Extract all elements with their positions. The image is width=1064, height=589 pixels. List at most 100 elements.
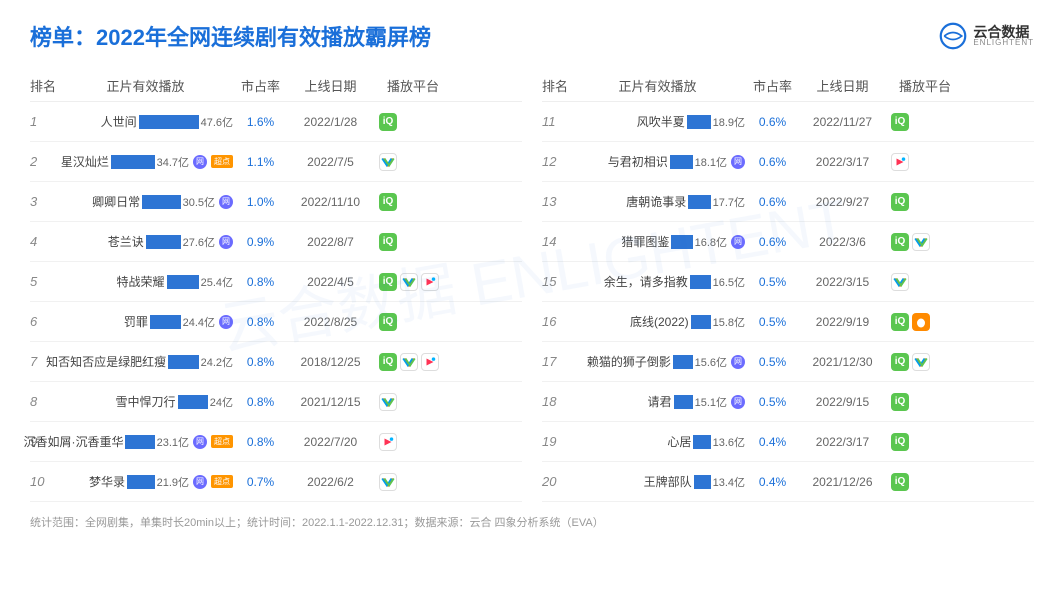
table-row: 10 梦华录 21.9亿 网超点 0.7% 2022/6/2 (30, 462, 522, 502)
rank-cell: 1 (30, 114, 58, 129)
rank-cell: 20 (542, 474, 570, 489)
show-name: 沉香如屑·沉香重华 (23, 433, 123, 450)
footer-note: 统计范围：全网剧集，单集时长20min以上；统计时间：2022.1.1-2022… (30, 514, 1034, 530)
rank-cell: 6 (30, 314, 58, 329)
value-label: 16.5亿 (713, 274, 745, 290)
exclusive-badge: 网 (219, 235, 233, 249)
exclusive-badge: 网 (193, 475, 207, 489)
share-cell: 0.8% (233, 315, 288, 329)
show-name: 与君初相识 (608, 153, 668, 170)
rank-cell: 10 (30, 474, 58, 489)
bar-wrap: 18.9亿 (687, 114, 745, 130)
value-label: 15.8亿 (713, 314, 745, 330)
name-cell: 唐朝诡事录 17.7亿 (570, 193, 745, 210)
name-cell: 底线(2022) 15.8亿 (570, 313, 745, 330)
exclusive-badge: 网 (219, 315, 233, 329)
exclusive-badge: 网 (731, 355, 745, 369)
value-label: 18.9亿 (713, 114, 745, 130)
page-title: 榜单：2022年全网连续剧有效播放霸屏榜 (30, 20, 431, 52)
th-share: 市占率 (233, 76, 288, 95)
th-date: 上线日期 (288, 76, 373, 95)
rank-cell: 19 (542, 434, 570, 449)
exclusive-badge: 网 (731, 395, 745, 409)
left-column: 排名 正片有效播放 市占率 上线日期 播放平台 1 人世间 47.6亿 1.6%… (30, 70, 522, 502)
share-cell: 1.1% (233, 155, 288, 169)
logo-cn: 云合数据 (973, 25, 1034, 39)
name-cell: 知否知否应是绿肥红瘦 24.2亿 (58, 353, 233, 370)
date-cell: 2022/3/15 (800, 275, 885, 289)
share-cell: 0.5% (745, 395, 800, 409)
rows-left: 1 人世间 47.6亿 1.6% 2022/1/28 iQ 2 星汉灿烂 34.… (30, 102, 522, 502)
name-cell: 星汉灿烂 34.7亿 网超点 (58, 153, 233, 170)
date-cell: 2022/9/19 (800, 315, 885, 329)
iqiyi-icon: iQ (379, 313, 397, 331)
platforms-cell: iQ (373, 313, 453, 331)
share-cell: 0.5% (745, 315, 800, 329)
tencent-icon (891, 273, 909, 291)
bar-wrap: 13.4亿 (694, 474, 745, 490)
show-name: 苍兰诀 (108, 233, 144, 250)
th-rank: 排名 (542, 76, 570, 95)
bar (693, 435, 710, 449)
table-row: 12 与君初相识 18.1亿 网 0.6% 2022/3/17 (542, 142, 1034, 182)
table-row: 16 底线(2022) 15.8亿 0.5% 2022/9/19 iQ (542, 302, 1034, 342)
bar-wrap: 47.6亿 (139, 114, 233, 130)
name-cell: 人世间 47.6亿 (58, 113, 233, 130)
name-cell: 猎罪图鉴 16.8亿 网 (570, 233, 745, 250)
show-name: 风吹半夏 (637, 113, 685, 130)
bar (178, 395, 208, 409)
bar (127, 475, 155, 489)
bar-wrap: 21.9亿 网超点 (127, 474, 233, 490)
columns: 排名 正片有效播放 市占率 上线日期 播放平台 1 人世间 47.6亿 1.6%… (30, 70, 1034, 502)
name-cell: 特战荣耀 25.4亿 (58, 273, 233, 290)
platforms-cell: iQ (885, 393, 965, 411)
bar (167, 275, 199, 289)
header: 榜单：2022年全网连续剧有效播放霸屏榜 云合数据 ENLIGHTENT (30, 20, 1034, 52)
show-name: 特战荣耀 (117, 273, 165, 290)
tencent-icon (912, 353, 930, 371)
value-label: 17.7亿 (713, 194, 745, 210)
share-cell: 0.8% (233, 355, 288, 369)
rank-cell: 18 (542, 394, 570, 409)
show-name: 雪中悍刀行 (115, 393, 175, 410)
name-cell: 卿卿日常 30.5亿 网 (58, 193, 233, 210)
rank-cell: 16 (542, 314, 570, 329)
tencent-icon (400, 273, 418, 291)
show-name: 底线(2022) (630, 313, 689, 330)
name-cell: 王牌部队 13.4亿 (570, 473, 745, 490)
th-date: 上线日期 (800, 76, 885, 95)
show-name: 梦华录 (89, 473, 125, 490)
value-label: 25.4亿 (201, 274, 233, 290)
table-header: 排名 正片有效播放 市占率 上线日期 播放平台 (542, 70, 1034, 102)
bar (690, 275, 711, 289)
table-row: 5 特战荣耀 25.4亿 0.8% 2022/4/5 iQ (30, 262, 522, 302)
share-cell: 0.7% (233, 475, 288, 489)
platforms-cell: iQ (373, 353, 453, 371)
youku-icon (421, 273, 439, 291)
rank-cell: 15 (542, 274, 570, 289)
bar (125, 435, 154, 449)
name-cell: 与君初相识 18.1亿 网 (570, 153, 745, 170)
platforms-cell: iQ (885, 433, 965, 451)
date-cell: 2022/6/2 (288, 475, 373, 489)
logo-icon (939, 22, 967, 50)
exclusive-badge: 网 (219, 195, 233, 209)
show-name: 请君 (648, 393, 672, 410)
bar-wrap: 27.6亿 网 (146, 234, 233, 250)
name-cell: 请君 15.1亿 网 (570, 393, 745, 410)
share-cell: 0.4% (745, 435, 800, 449)
date-cell: 2022/7/5 (288, 155, 373, 169)
bar-wrap: 15.6亿 网 (673, 354, 745, 370)
value-label: 30.5亿 (183, 194, 215, 210)
platforms-cell: iQ (885, 113, 965, 131)
iqiyi-icon: iQ (379, 353, 397, 371)
show-name: 猎罪图鉴 (621, 233, 669, 250)
th-platform: 播放平台 (885, 76, 965, 95)
bar (674, 395, 693, 409)
bar (673, 355, 693, 369)
bar-wrap: 24.2亿 (168, 354, 233, 370)
rank-cell: 14 (542, 234, 570, 249)
rank-cell: 17 (542, 354, 570, 369)
value-label: 16.8亿 (695, 234, 727, 250)
rank-cell: 12 (542, 154, 570, 169)
